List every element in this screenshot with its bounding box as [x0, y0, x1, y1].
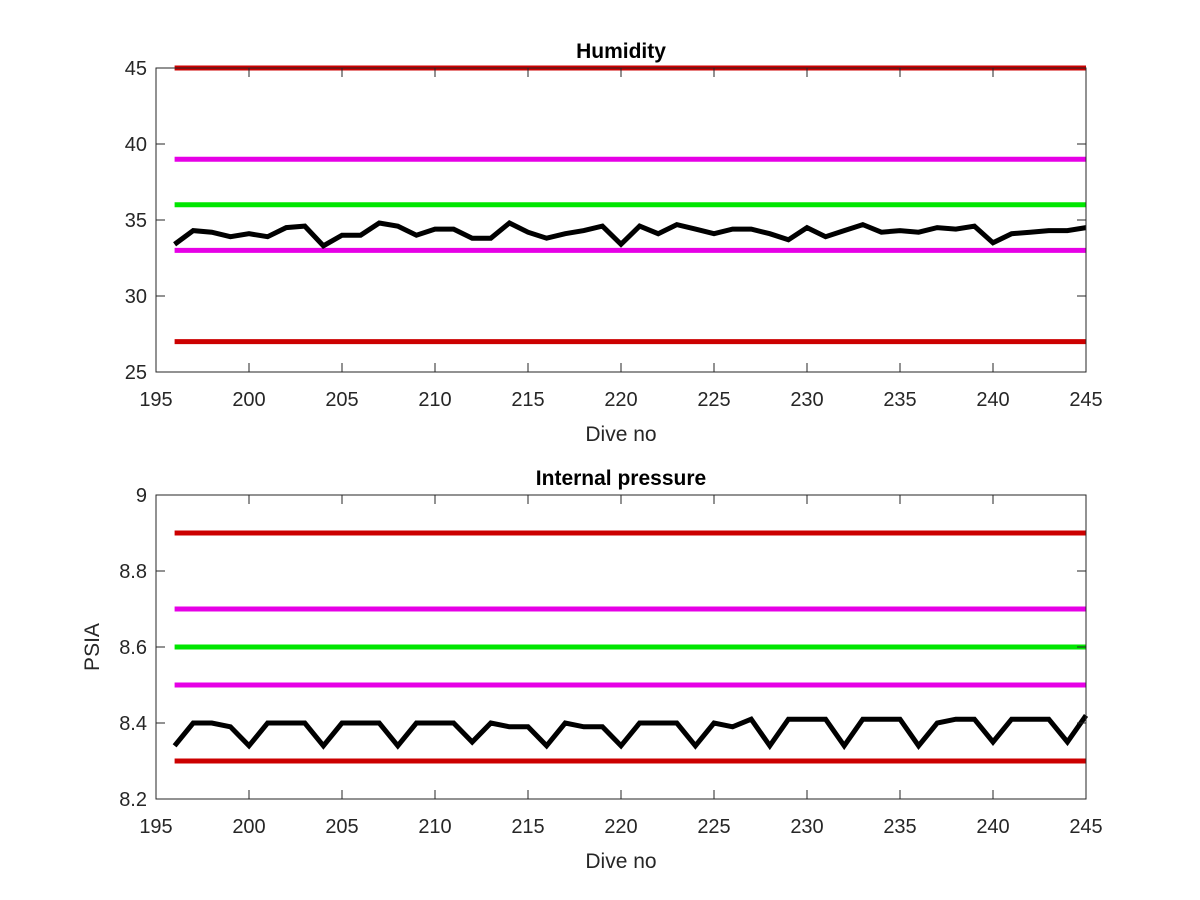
x-tick-label: 230: [790, 389, 823, 411]
chart-title: Humidity: [576, 40, 666, 63]
x-tick-label: 205: [325, 816, 358, 838]
x-tick-label: 240: [976, 389, 1009, 411]
y-tick-label: 35: [125, 210, 147, 232]
x-tick-label: 195: [139, 389, 172, 411]
x-tick-label: 225: [697, 816, 730, 838]
data-series-line-0: [172, 713, 1089, 751]
x-tick-label: 200: [232, 816, 265, 838]
chart-title: Internal pressure: [536, 467, 706, 490]
y-tick-label: 30: [125, 286, 147, 308]
x-tick-label: 230: [790, 816, 823, 838]
x-tick-label: 220: [604, 816, 637, 838]
x-tick-label: 210: [418, 389, 451, 411]
y-tick-label: 8.6: [119, 637, 147, 659]
x-tick-label: 210: [418, 816, 451, 838]
x-tick-label: 215: [511, 816, 544, 838]
x-tick-label: 240: [976, 816, 1009, 838]
y-tick-label: 8.8: [119, 561, 147, 583]
axes-box: [155, 67, 1087, 373]
x-tick-label: 195: [139, 816, 172, 838]
x-tick-label: 235: [883, 816, 916, 838]
x-tick-label: 245: [1069, 816, 1102, 838]
y-tick-label: 40: [125, 134, 147, 156]
y-tick-label: 45: [125, 58, 147, 80]
x-axis-label: Dive no: [585, 850, 656, 873]
x-tick-label: 245: [1069, 389, 1102, 411]
humidity-chart: 195 200 205 210 215 220 225 230 235 240 245 25 30 35 4…: [125, 40, 1103, 446]
y-tick-label: 9: [136, 485, 147, 507]
x-tick-label: 200: [232, 389, 265, 411]
y-tick-label: 8.4: [119, 713, 147, 735]
x-tick-label: 220: [604, 389, 637, 411]
y-tick-label: 25: [125, 362, 147, 384]
y-axis-label: PSIA: [81, 623, 104, 671]
x-tick-label: 215: [511, 389, 544, 411]
internal-pressure-chart: 195 200 205 210 215 220 225 230 235 240 245 8.2 8.4 8…: [81, 467, 1103, 873]
x-tick-label: 205: [325, 389, 358, 411]
x-axis-label: Dive no: [585, 423, 656, 446]
x-tick-label: 235: [883, 389, 916, 411]
y-tick-label: 8.2: [119, 789, 147, 811]
data-series-line-0: [173, 220, 1087, 249]
x-tick-label: 225: [697, 389, 730, 411]
